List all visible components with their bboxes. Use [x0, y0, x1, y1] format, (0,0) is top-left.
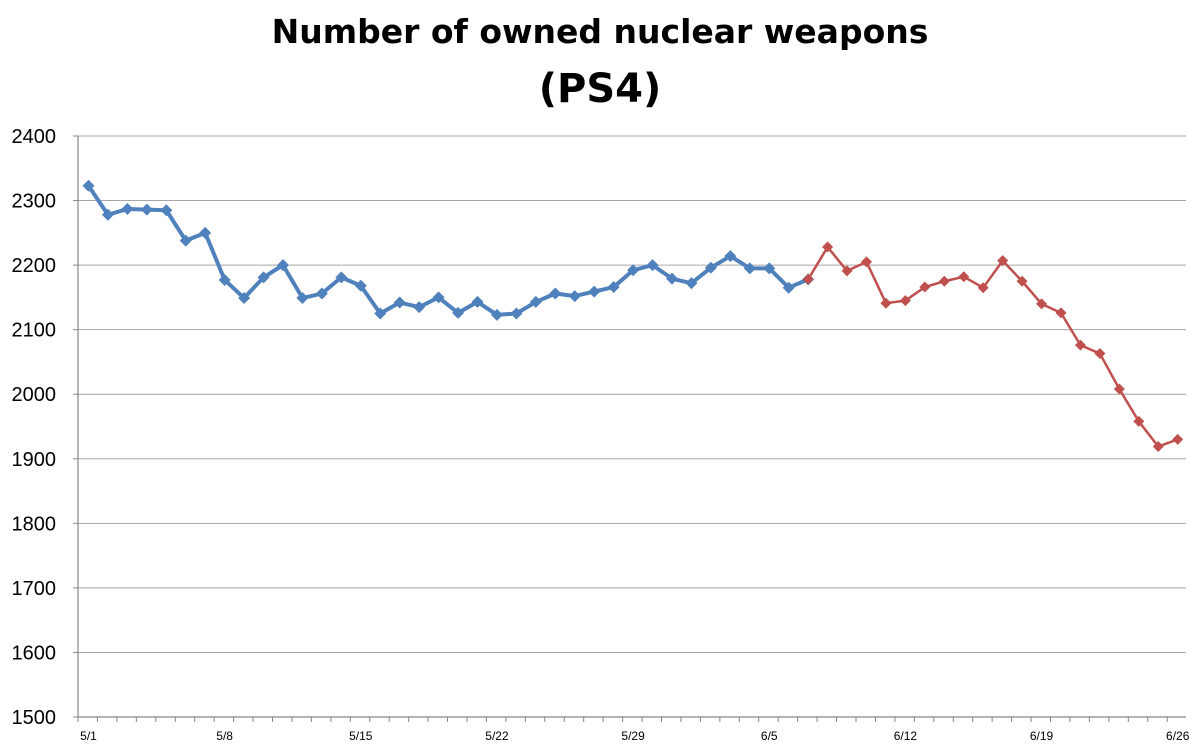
- data-point: [277, 259, 289, 272]
- data-point: [1094, 348, 1106, 360]
- data-point: [413, 301, 426, 314]
- data-point: [101, 208, 114, 221]
- data-point: [160, 204, 173, 217]
- x-tick-label: 6/5: [761, 729, 778, 743]
- data-point: [685, 277, 698, 290]
- data-point: [315, 287, 328, 300]
- x-tick-label: 6/26: [1166, 729, 1190, 743]
- x-tick-label: 6/19: [1030, 729, 1054, 743]
- data-point: [529, 295, 542, 308]
- data-point: [899, 295, 911, 307]
- data-point: [140, 203, 153, 216]
- data-point: [782, 281, 795, 294]
- data-point: [938, 275, 950, 287]
- data-point: [1152, 441, 1164, 453]
- data-point: [704, 261, 717, 274]
- data-point: [763, 262, 776, 275]
- data-point: [1016, 275, 1028, 287]
- data-point: [802, 273, 814, 285]
- x-tick-label: 6/12: [894, 729, 918, 743]
- y-tick-label: 2100: [12, 320, 57, 342]
- data-point: [393, 296, 406, 309]
- y-tick-label: 2000: [12, 384, 57, 406]
- data-point: [179, 234, 192, 247]
- data-point: [666, 272, 678, 285]
- y-tick-label: 1900: [12, 449, 57, 471]
- series-line-2: [807, 245, 1179, 448]
- data-point: [841, 265, 853, 277]
- data-point: [919, 281, 931, 293]
- data-point: [1055, 307, 1067, 319]
- data-point: [257, 271, 270, 284]
- data-point: [997, 255, 1009, 267]
- data-point: [568, 290, 581, 303]
- chart-subtitle: (PS4): [538, 66, 662, 112]
- chart-title: Number of owned nuclear weapons: [271, 12, 929, 51]
- series-line-1: [86, 184, 809, 317]
- data-point: [1172, 433, 1184, 445]
- data-point: [588, 285, 601, 298]
- data-point: [627, 264, 640, 277]
- x-tick-label: 5/22: [485, 729, 509, 743]
- data-point: [977, 282, 989, 294]
- data-point: [490, 308, 503, 321]
- data-point: [354, 279, 367, 292]
- y-tick-label: 1500: [12, 707, 57, 729]
- y-tick-label: 2200: [12, 255, 57, 277]
- data-point: [121, 202, 134, 215]
- data-point: [238, 292, 251, 305]
- data-point: [958, 271, 970, 283]
- y-tick-label: 1800: [12, 513, 57, 535]
- data-point: [374, 307, 387, 320]
- data-point: [549, 287, 562, 300]
- data-point: [743, 262, 756, 275]
- data-point: [822, 241, 834, 253]
- data-point: [432, 291, 445, 304]
- data-point: [1113, 383, 1125, 395]
- x-tick-label: 5/15: [349, 729, 373, 743]
- data-point: [1133, 415, 1145, 427]
- data-point: [880, 297, 892, 309]
- data-point: [82, 179, 95, 192]
- data-point: [452, 306, 465, 319]
- x-tick-label: 5/29: [621, 729, 645, 743]
- data-point: [646, 259, 659, 272]
- data-point: [861, 256, 872, 268]
- data-point: [1036, 298, 1048, 310]
- x-tick-label: 5/8: [216, 729, 233, 743]
- y-tick-label: 1700: [12, 578, 57, 600]
- data-point: [724, 250, 737, 263]
- data-point: [607, 281, 620, 294]
- data-point: [218, 273, 231, 286]
- data-point: [296, 292, 309, 305]
- data-point: [199, 226, 212, 239]
- data-point: [1074, 339, 1086, 351]
- data-point: [510, 307, 523, 320]
- y-tick-label: 1600: [12, 642, 57, 664]
- x-tick-label: 5/1: [80, 729, 97, 743]
- data-point: [335, 271, 348, 284]
- data-point: [471, 295, 484, 308]
- y-tick-label: 2300: [12, 191, 57, 213]
- y-tick-label: 2400: [12, 126, 57, 148]
